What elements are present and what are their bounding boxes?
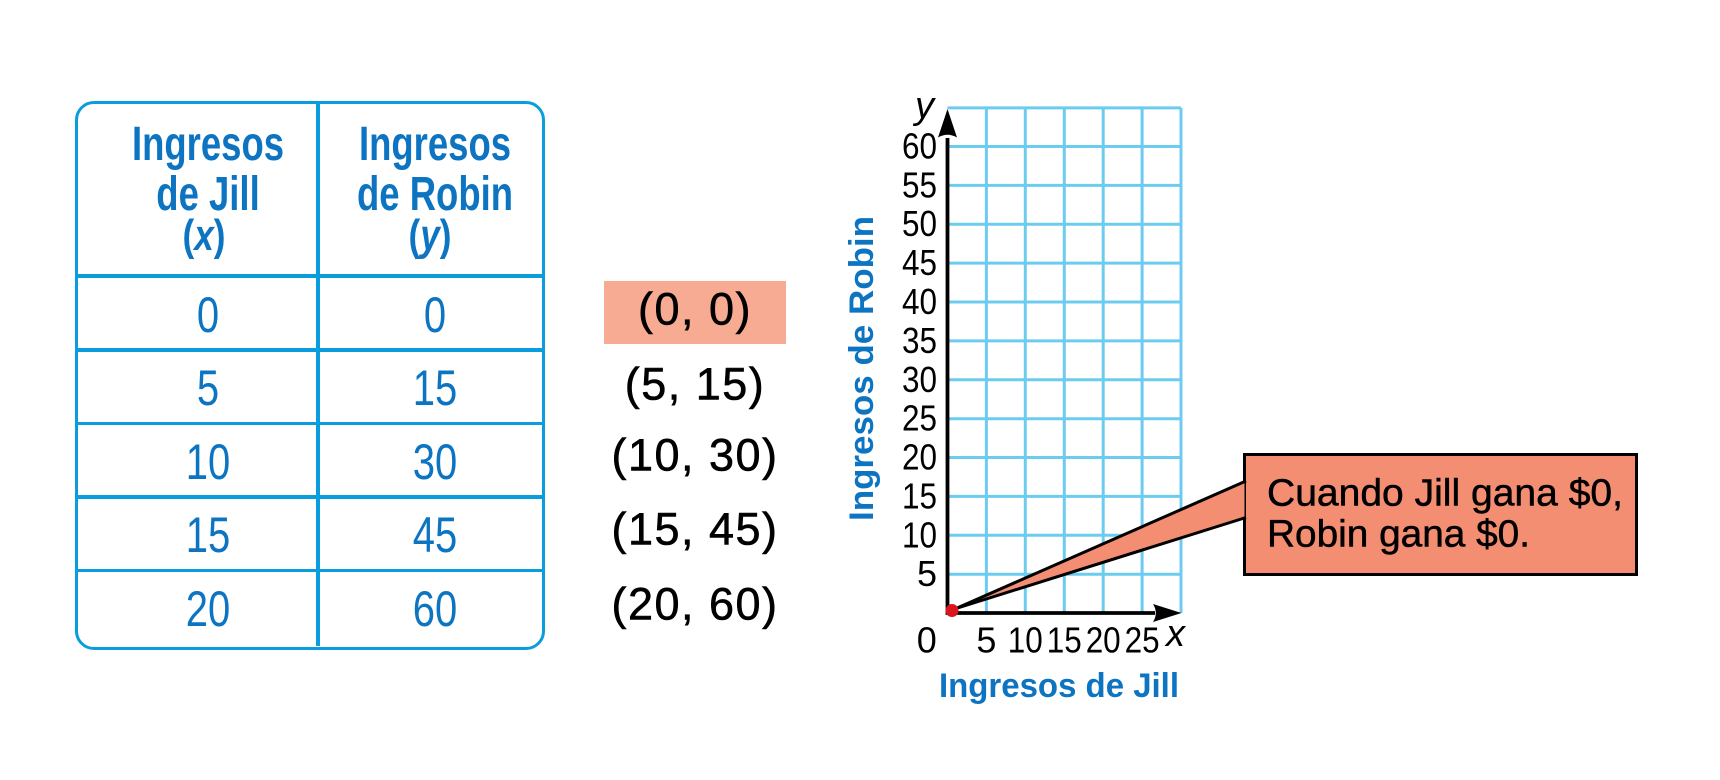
svg-text:45: 45 [902, 242, 937, 283]
svg-text:Ingresos de Jill: Ingresos de Jill [939, 667, 1179, 705]
svg-text:30: 30 [902, 359, 937, 400]
svg-text:25: 25 [902, 398, 937, 439]
svg-text:60: 60 [902, 126, 937, 167]
svg-text:15: 15 [1047, 619, 1082, 660]
svg-text:40: 40 [902, 281, 937, 322]
svg-text:0: 0 [917, 619, 937, 660]
svg-text:5: 5 [917, 553, 937, 594]
svg-text:10: 10 [902, 514, 937, 555]
svg-text:Cuando Jill gana $0,: Cuando Jill gana $0, [1267, 473, 1623, 515]
svg-text:50: 50 [902, 203, 937, 244]
svg-text:20: 20 [1086, 619, 1121, 660]
svg-text:20: 20 [902, 437, 937, 478]
svg-text:5: 5 [976, 619, 996, 660]
svg-text:x: x [1164, 613, 1187, 655]
svg-text:55: 55 [902, 164, 937, 205]
svg-text:10: 10 [1008, 619, 1043, 660]
svg-text:Robin gana $0.: Robin gana $0. [1267, 514, 1530, 556]
svg-text:Ingresos de Robin: Ingresos de Robin [843, 216, 881, 521]
svg-text:35: 35 [902, 320, 937, 361]
svg-text:15: 15 [902, 475, 937, 516]
svg-text:25: 25 [1125, 619, 1160, 660]
svg-text:y: y [912, 85, 936, 127]
